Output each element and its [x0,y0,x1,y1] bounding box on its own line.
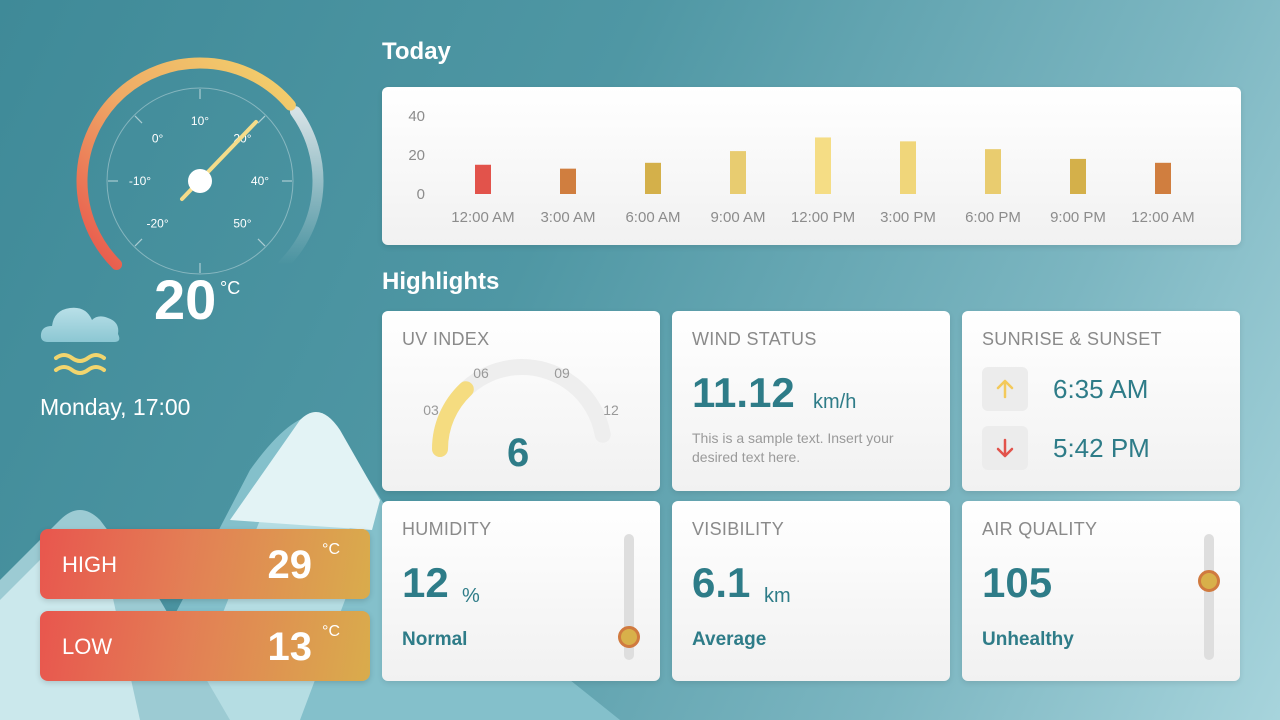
air-quality-slider[interactable] [1198,534,1220,660]
wind-unit: km/h [813,391,857,413]
low-value: 13 [267,625,313,669]
gauge-tick [257,238,266,247]
wind-value: 11.12 [692,369,795,416]
wind-note: This is a sample text. Insert your desir… [692,430,894,465]
uv-title: UV INDEX [402,329,490,349]
sunset-badge [982,426,1028,470]
x-tick-label: 9:00 AM [710,209,765,226]
y-tick-label: 40 [408,108,425,125]
uv-tick-label: 06 [473,365,489,381]
air-status: Unhealthy [982,629,1074,650]
x-tick-label: 12:00 PM [791,209,855,226]
gauge-tick [257,115,266,124]
bar [730,151,746,194]
gauge-label: -20° [146,216,168,230]
low-temp-box: LOW 13 °C [40,611,370,681]
y-tick-label: 20 [408,147,425,164]
visibility-card: VISIBILITY 6.1 km Average [672,501,950,681]
x-tick-label: 12:00 AM [1131,209,1194,226]
y-tick-label: 0 [417,186,425,203]
uv-tick-label: 03 [423,402,439,418]
uv-fill [432,381,474,457]
air-quality-slider-knob[interactable] [1198,570,1220,593]
humidity-status: Normal [402,629,468,650]
sunrise-sunset-card: SUNRISE & SUNSET 6:35 AM 5:42 PM [962,311,1240,491]
bar [900,141,916,194]
low-label: LOW [62,634,113,659]
x-tick-label: 3:00 AM [540,209,595,226]
gauge-tick [134,115,143,124]
visibility-unit: km [764,585,791,607]
humidity-slider[interactable] [618,534,640,660]
gauge-hub [188,169,212,193]
bar [560,168,576,194]
gauge-tick [134,238,143,247]
gauge-label: 50° [233,216,251,230]
humidity-unit: % [462,585,480,607]
x-tick-label: 12:00 AM [451,209,514,226]
humidity-card: HUMIDITY 12 % Normal [382,501,660,681]
humidity-title: HUMIDITY [402,519,492,539]
today-chart-card: 0 20 40 12:00 AM 3:00 AM 6:00 AM 9:00 AM 12:00 … [382,87,1241,245]
humidity-slider-knob[interactable] [618,625,640,648]
wind-title: WIND STATUS [692,329,817,349]
uv-value: 6 [507,431,530,475]
x-tick-label: 6:00 PM [965,209,1021,226]
bar [1155,162,1171,194]
visibility-value: 6.1 [692,559,751,606]
gauge-label: 0° [152,132,164,146]
visibility-status: Average [692,629,767,650]
day-time: Monday, 17:00 [40,394,191,420]
sun-title: SUNRISE & SUNSET [982,329,1162,349]
gauge-label: 40° [251,174,269,188]
current-temperature: 20 [154,268,217,331]
temperature-gauge: -20°-10°0°10°20°40°50° [62,56,338,332]
air-title: AIR QUALITY [982,519,1098,539]
x-tick-label: 9:00 PM [1050,209,1106,226]
sunrise-badge [982,367,1028,411]
arrow-up-icon [996,379,1014,399]
uv-index-card: UV INDEX 03 06 09 12 6 [382,311,660,491]
current-temperature-unit: °C [220,278,241,298]
bar [815,137,831,194]
x-tick-label: 6:00 AM [625,209,680,226]
gauge-label: 10° [191,114,209,128]
uv-gauge: 03 06 09 12 [423,359,619,457]
bar [645,162,661,194]
cloud-fog-icon [40,307,120,375]
high-unit: °C [322,541,340,558]
high-temp-box: HIGH 29 °C [40,529,370,599]
sunset-time: 5:42 PM [1053,433,1150,463]
air-quality-card: AIR QUALITY 105 Unhealthy [962,501,1240,681]
x-tick-label: 3:00 PM [880,209,936,226]
gauge-label: -10° [129,174,151,188]
high-value: 29 [267,543,313,587]
uv-tick-label: 12 [603,402,619,418]
arrow-down-icon [996,438,1014,458]
bar [475,164,491,194]
low-unit: °C [322,623,340,640]
highlights-title: Highlights [382,268,500,295]
bar [1070,158,1086,194]
uv-tick-label: 09 [554,365,570,381]
wind-status-card: WIND STATUS 11.12 km/h This is a sample … [672,311,950,491]
air-value: 105 [982,559,1053,606]
humidity-value: 12 [402,559,449,606]
visibility-title: VISIBILITY [692,519,785,539]
sunrise-time: 6:35 AM [1053,374,1149,404]
high-label: HIGH [62,552,117,577]
today-title: Today [382,38,451,65]
today-bar-chart: 0 20 40 12:00 AM 3:00 AM 6:00 AM 9:00 AM 12:00 … [408,108,1194,226]
bar [985,149,1001,194]
